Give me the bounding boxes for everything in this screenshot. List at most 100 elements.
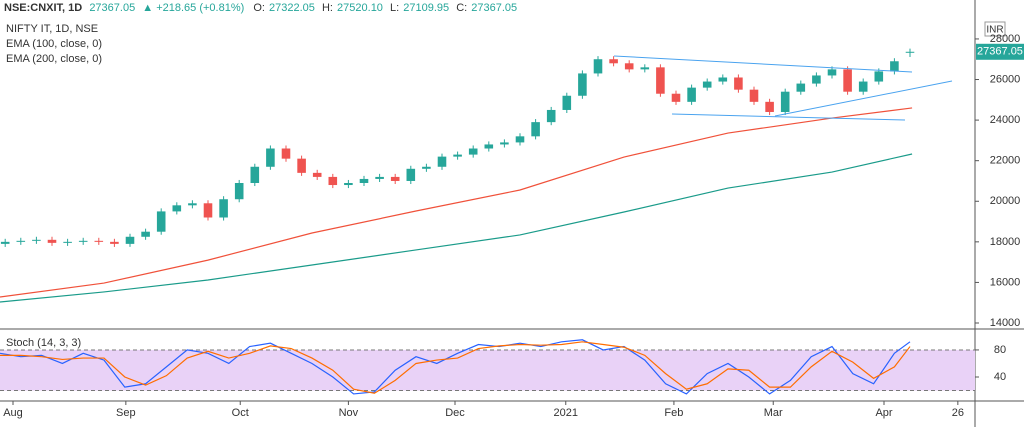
x-tick-label: Dec [445, 407, 465, 419]
y-tick-label: 24000 [990, 114, 1021, 126]
stoch-line [0, 339, 911, 395]
candle-body [718, 77, 728, 82]
c-label: C: [456, 2, 467, 14]
candle-body [515, 136, 525, 143]
candle-body [749, 89, 759, 102]
candle-body [578, 73, 587, 96]
x-tick-label: 2021 [554, 407, 578, 419]
candle-body [827, 69, 837, 76]
x-tick-label: Nov [339, 407, 359, 419]
candle-body [874, 71, 884, 82]
candle-body [687, 87, 696, 102]
candle-body [156, 211, 166, 232]
candle-body [0, 241, 10, 244]
candle-body [765, 101, 774, 112]
x-tick-label: 26 [952, 407, 964, 419]
x-tick-label: Feb [664, 407, 683, 419]
candle-body [312, 172, 322, 177]
l-value: 27109.95 [403, 2, 449, 14]
candle-body [78, 240, 88, 242]
candle-body [905, 51, 915, 53]
y-tick-label: 80 [994, 344, 1006, 356]
candle-body [484, 144, 494, 149]
candle-body [344, 183, 353, 186]
last: 27367.05 [89, 2, 135, 14]
candle-body [890, 61, 899, 72]
y-tick-label: 40 [994, 371, 1006, 383]
y-tick-label: 22000 [990, 155, 1021, 167]
o-value: 27322.05 [269, 2, 315, 14]
symbol: NSE:CNXIT, 1D [4, 2, 82, 14]
candle-body [203, 203, 213, 218]
chart-title: NIFTY IT, 1D, NSE [6, 23, 98, 35]
candle-body [702, 81, 712, 88]
candle-body [266, 148, 275, 167]
candle-body [406, 168, 416, 181]
x-tick-label: Mar [764, 407, 783, 419]
candle-body [640, 67, 650, 70]
legend-entry: EMA (200, close, 0) [6, 53, 102, 65]
candle-body [780, 91, 790, 112]
candle-body [624, 63, 634, 70]
stoch-line [0, 341, 911, 394]
o-label: O: [253, 2, 265, 14]
candle-body [219, 199, 228, 218]
y-tick-label: 26000 [990, 73, 1021, 85]
candle-body [359, 178, 369, 184]
candle-body [32, 239, 41, 241]
currency: INR [986, 25, 1003, 36]
last-price-box [976, 43, 1024, 60]
candle-body [250, 166, 260, 184]
candle-body [172, 205, 182, 212]
candle-body [94, 240, 104, 242]
h-value: 27520.10 [337, 2, 383, 14]
candle-body [734, 77, 743, 90]
candle-body [671, 93, 681, 102]
candle-body [125, 236, 135, 244]
candle-body [812, 75, 821, 84]
change: ▲ +218.65 (+0.81%) [142, 2, 244, 14]
y-tick-label: 20000 [990, 195, 1021, 207]
x-tick-label: Apr [875, 407, 892, 419]
candle-body [375, 176, 384, 179]
candle-body [531, 122, 540, 137]
candle-body [297, 158, 306, 173]
c-value: 27367.05 [471, 2, 517, 14]
ema-line [0, 153, 913, 303]
candle-body [546, 109, 556, 123]
candle-body [609, 59, 618, 64]
h-label: H: [322, 2, 333, 14]
candle-body [47, 239, 57, 243]
candle-body [63, 241, 72, 243]
x-tick-label: Oct [232, 407, 249, 419]
y-tick-label: 18000 [990, 236, 1021, 248]
candle-body [141, 231, 150, 237]
trendline [774, 80, 953, 117]
y-tick-label: 14000 [990, 317, 1021, 329]
candle-body [110, 241, 119, 244]
candle-body [188, 203, 197, 206]
trendline [671, 113, 906, 121]
candle-body [16, 240, 26, 242]
ema-line [0, 107, 913, 298]
last-price-label: 27367.05 [977, 46, 1023, 58]
candle-body [453, 154, 462, 157]
currency-box [984, 21, 1006, 37]
indicator-title: Stoch (14, 3, 3) [6, 337, 81, 349]
y-tick-label: 28000 [990, 33, 1021, 45]
candle-body [328, 176, 338, 186]
candle-body [468, 148, 478, 155]
x-tick-label: Sep [116, 407, 136, 419]
candle-body [281, 148, 291, 159]
candle-body [422, 166, 431, 169]
marks [0, 38, 979, 395]
candle-body [593, 59, 603, 74]
candle-body [500, 142, 509, 145]
header: NSE:CNXIT, 1D 27367.05 ▲ +218.65 (+0.81%… [4, 2, 517, 14]
l-label: L: [390, 2, 399, 14]
legend-entry: EMA (100, close, 0) [6, 38, 102, 50]
candle-body [843, 69, 852, 92]
x-tick-label: Aug [3, 407, 23, 419]
candle-body [390, 176, 400, 181]
